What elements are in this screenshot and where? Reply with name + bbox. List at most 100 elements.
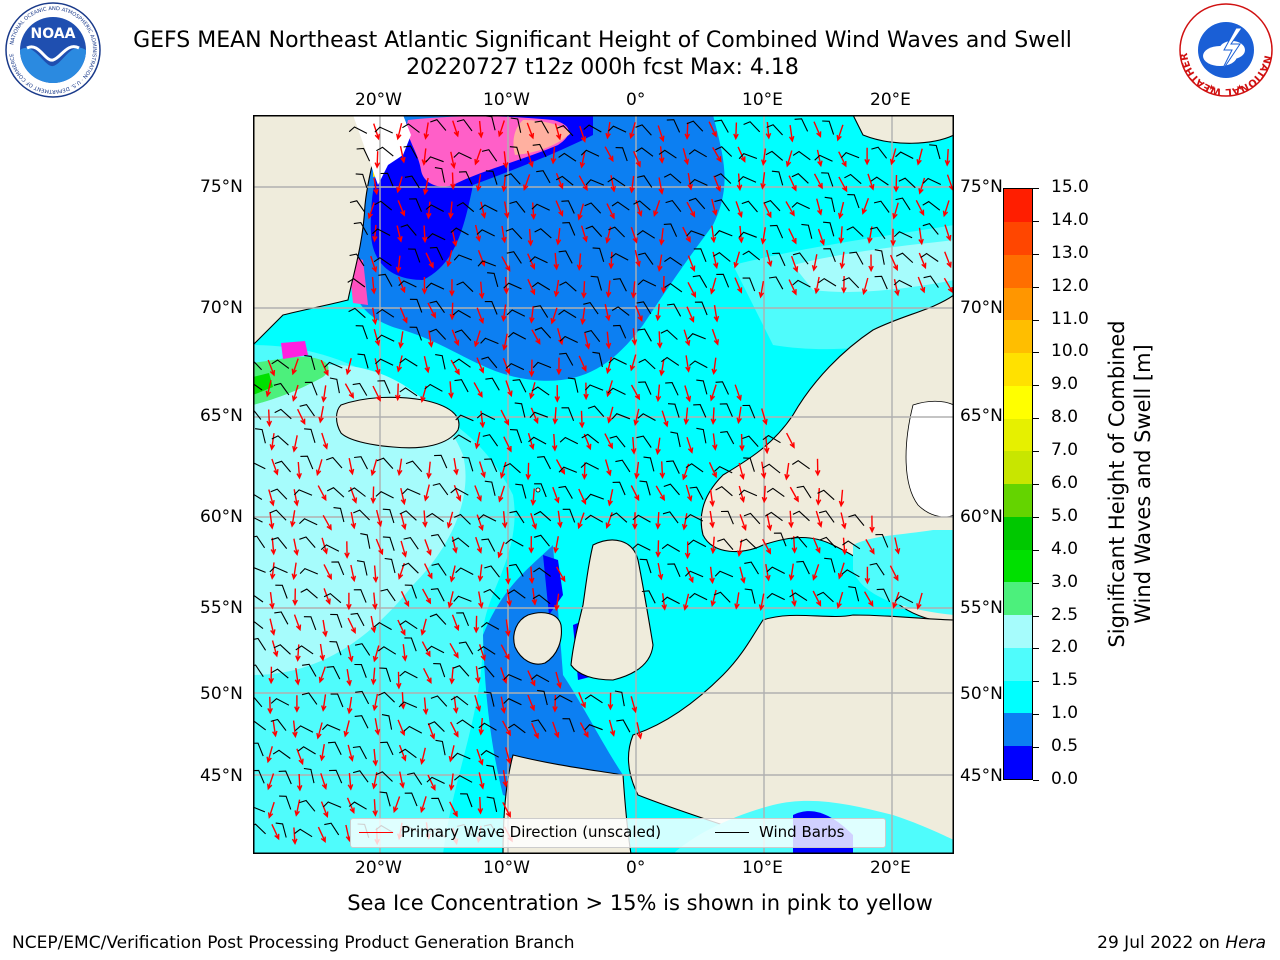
wind-barb (323, 592, 342, 604)
wave-direction-arrow (634, 461, 640, 480)
wind-barb (322, 724, 341, 731)
wave-direction-arrow (370, 459, 378, 477)
wind-barb (663, 173, 682, 184)
wind-barb (742, 250, 761, 261)
colorbar-tick-mark (1033, 516, 1039, 518)
wind-barb (715, 486, 733, 497)
wind-barb (635, 124, 652, 136)
wave-direction-arrow (739, 566, 746, 584)
wind-barb (637, 175, 653, 188)
wind-barb (253, 620, 264, 630)
wind-barb (585, 225, 603, 237)
wind-barb (509, 510, 525, 524)
wave-direction-arrow (658, 177, 664, 195)
wind-barb (556, 125, 574, 137)
wave-direction-arrow (375, 509, 383, 528)
wave-direction-arrow (840, 512, 847, 530)
wind-barb (893, 231, 913, 239)
colorbar-label-line2: Wind Waves and Swell [m] (1131, 344, 1155, 624)
wave-direction-arrow (370, 255, 378, 273)
wind-barb (531, 281, 551, 291)
wave-direction-arrow (321, 385, 327, 403)
wind-barb (297, 746, 316, 755)
wind-barb (483, 691, 495, 707)
wind-barb (375, 358, 394, 366)
wind-barb (635, 147, 654, 157)
lat-tick-right-45n: 45°N (960, 766, 1003, 786)
wind-barb (665, 382, 679, 396)
wave-direction-arrow (712, 147, 722, 163)
wave-direction-arrow (420, 618, 427, 636)
wave-direction-arrow (889, 148, 897, 166)
wave-direction-arrow (813, 173, 823, 190)
wind-barb (558, 250, 573, 264)
gulf-of-bothnia (905, 400, 954, 518)
wind-barb (534, 120, 549, 134)
colorbar-segment-1 (1004, 713, 1032, 747)
wave-direction-arrow (838, 151, 847, 168)
wave-direction-arrow (347, 744, 354, 762)
wind-barb (507, 331, 527, 340)
wind-barb (507, 723, 526, 734)
wave-direction-arrow (738, 225, 744, 244)
wave-direction-arrow (687, 172, 693, 191)
colorbar-tick-label: 0.5 (1051, 736, 1079, 757)
wind-barb (271, 668, 289, 679)
wind-barb (379, 791, 391, 807)
wind-barb (481, 149, 498, 162)
wave-direction-arrow (267, 801, 275, 819)
wave-direction-arrow (424, 539, 432, 556)
wave-direction-arrow (579, 410, 585, 429)
colorbar-tick-mark (1033, 385, 1039, 387)
wave-direction-arrow (893, 174, 900, 193)
wave-direction-arrow (375, 538, 384, 556)
wave-direction-arrow (427, 774, 436, 792)
wind-barb (433, 663, 446, 678)
wind-barb (716, 273, 730, 288)
lat-tick-right-55n: 55°N (960, 598, 1003, 618)
wind-barb (584, 384, 604, 391)
wave-direction-arrow (815, 510, 823, 528)
wave-direction-arrow (474, 485, 482, 502)
wave-direction-arrow (450, 151, 456, 170)
wind-barb (348, 801, 367, 810)
wind-barb (349, 200, 366, 213)
wind-barb (512, 379, 527, 393)
wave-direction-arrow (604, 433, 613, 450)
wind-barb (322, 801, 342, 808)
wave-direction-arrow (291, 562, 298, 581)
wind-barb (684, 513, 704, 522)
wave-direction-arrow (580, 307, 586, 326)
wave-direction-arrow (346, 668, 352, 687)
legend-wind-barbs-label: Wind Barbs (759, 823, 845, 841)
wave-direction-arrow (552, 694, 558, 713)
wind-barb (429, 328, 447, 340)
wind-barb (426, 776, 445, 784)
wind-barb (404, 637, 417, 652)
wave-direction-arrow (269, 562, 276, 580)
wave-direction-arrow (578, 488, 587, 505)
wave-direction-arrow (421, 276, 428, 295)
wind-barb (299, 403, 315, 417)
wave-direction-arrow (474, 148, 482, 166)
wave-direction-arrow (505, 380, 513, 398)
wind-barb (714, 230, 733, 237)
wave-direction-arrow (420, 796, 427, 814)
colorbar-tick-label: 9.0 (1051, 374, 1079, 395)
wind-barb (253, 566, 266, 573)
wind-barb (587, 405, 605, 417)
wind-barb (333, 507, 345, 523)
wave-direction-arrow (270, 537, 277, 556)
legend-wave-direction-swatch (359, 832, 393, 833)
wind-barb (399, 670, 418, 679)
wind-barb (354, 663, 367, 678)
wind-barb (696, 379, 708, 395)
wave-direction-arrow (395, 255, 402, 274)
wind-barb (509, 563, 524, 577)
wind-barb (842, 277, 860, 289)
wind-barb (505, 362, 525, 371)
lon-tick-bottom-0: 0° (626, 858, 646, 878)
wave-direction-arrow (500, 696, 507, 714)
wind-barb (607, 177, 626, 187)
wind-barb (663, 223, 678, 237)
